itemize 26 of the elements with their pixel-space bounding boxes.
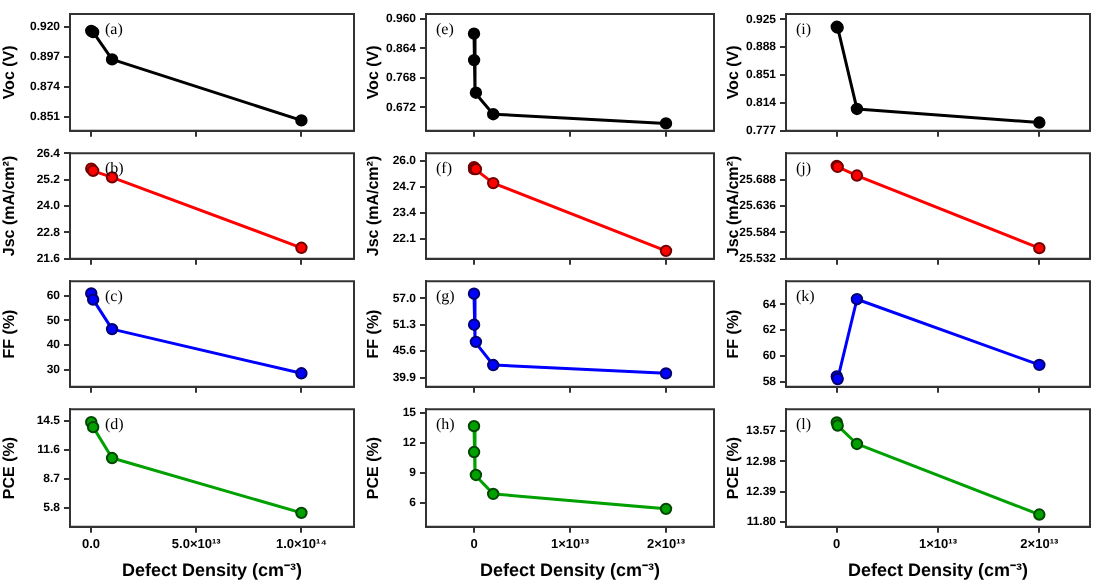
y-axis-title: PCE (%) (0, 436, 19, 500)
x-axis-title: Defect Density (cm⁻³) (479, 560, 661, 581)
annotation: (h) (436, 415, 456, 434)
annotation: (a) (105, 20, 124, 39)
annotation: (e) (436, 20, 455, 39)
annotation: (f) (436, 159, 453, 178)
annotation: (l) (796, 415, 812, 434)
annotation: (j) (796, 159, 812, 178)
annotation: (c) (105, 287, 124, 306)
x-axis-title: Defect Density (cm⁻³) (121, 560, 303, 581)
annotation: (k) (796, 287, 816, 306)
y-axis-title: Jsc (mA/cm²) (0, 155, 19, 257)
annotation: (i) (796, 20, 812, 39)
x-axis-title: Defect Density (cm⁻³) (847, 560, 1029, 581)
y-axis-title: Voc (V) (364, 44, 383, 100)
annotation: (b) (105, 159, 125, 178)
annotation: (d) (105, 415, 125, 434)
y-axis-title: PCE (%) (724, 436, 743, 500)
y-axis-title: FF (%) (364, 308, 383, 359)
y-axis-title: PCE (%) (364, 436, 383, 500)
y-axis-title: Voc (V) (724, 44, 743, 100)
y-axis-title: FF (%) (724, 308, 743, 359)
y-axis-title: Jsc (mA/cm²) (364, 155, 383, 257)
y-axis-title: FF (%) (0, 308, 19, 359)
y-axis-title: Voc (V) (0, 44, 19, 100)
annotation: (g) (436, 287, 456, 306)
